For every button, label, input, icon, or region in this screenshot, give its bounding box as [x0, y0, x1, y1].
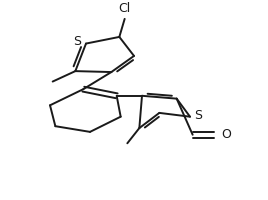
Text: Cl: Cl — [118, 2, 131, 15]
Text: S: S — [73, 35, 81, 48]
Text: S: S — [194, 109, 202, 122]
Text: O: O — [221, 128, 231, 141]
